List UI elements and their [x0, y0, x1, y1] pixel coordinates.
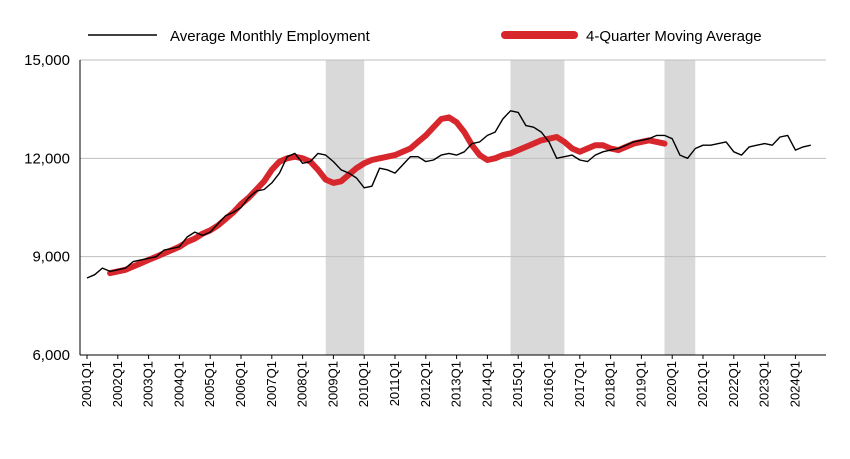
x-tick-label: 2020Q1	[664, 361, 679, 407]
y-tick-label: 12,000	[24, 150, 70, 167]
x-tick-label: 2009Q1	[325, 361, 340, 407]
recession-band-3	[664, 60, 696, 355]
x-tick-label: 2001Q1	[79, 361, 94, 407]
x-tick-label: 2004Q1	[171, 361, 186, 407]
x-tick-label: 2022Q1	[726, 361, 741, 407]
series-line-moving-average	[107, 114, 668, 277]
x-tick-label: 2011Q1	[387, 361, 402, 406]
gridlines	[80, 59, 826, 258]
recession-band-1	[325, 60, 365, 355]
x-tick-label: 2013Q1	[449, 361, 464, 407]
series-line-monthly-employment	[86, 110, 811, 279]
x-tick-label: 2005Q1	[202, 361, 217, 407]
legend-label-monthly: Average Monthly Employment	[170, 28, 371, 45]
y-tick-label: 9,000	[32, 249, 70, 266]
legend: Average Monthly Employment 4-Quarter Mov…	[88, 28, 762, 45]
x-tick-label: 2002Q1	[110, 361, 125, 407]
x-tick-label: 2016Q1	[541, 361, 556, 407]
x-tick-label: 2015Q1	[510, 361, 525, 407]
axes: 6,000 9,000 12,000 15,000 2001Q1 2002Q1 2003Q1…	[24, 52, 826, 407]
recession-band-2	[510, 60, 565, 355]
x-tick-label: 2017Q1	[572, 361, 587, 407]
x-tick-label: 2003Q1	[141, 361, 156, 407]
x-tick-label: 2021Q1	[695, 361, 710, 407]
y-tick-label: 6,000	[32, 347, 70, 364]
x-tick-label: 2023Q1	[757, 361, 772, 407]
x-tick-label: 2014Q1	[479, 361, 494, 407]
recession-bands	[325, 60, 696, 355]
y-tick-label: 15,000	[24, 52, 70, 69]
legend-label-moving-average: 4-Quarter Moving Average	[586, 28, 762, 45]
x-tick-label: 2006Q1	[233, 361, 248, 407]
x-tick-label: 2008Q1	[295, 361, 310, 407]
x-tick-label: 2024Q1	[787, 361, 802, 407]
x-tick-label: 2019Q1	[633, 361, 648, 407]
series-lines	[86, 110, 811, 279]
x-tick-label: 2010Q1	[356, 361, 371, 407]
x-tick-label: 2007Q1	[264, 361, 279, 407]
x-tick-label: 2012Q1	[418, 361, 433, 407]
x-tick-label: 2018Q1	[603, 361, 618, 407]
